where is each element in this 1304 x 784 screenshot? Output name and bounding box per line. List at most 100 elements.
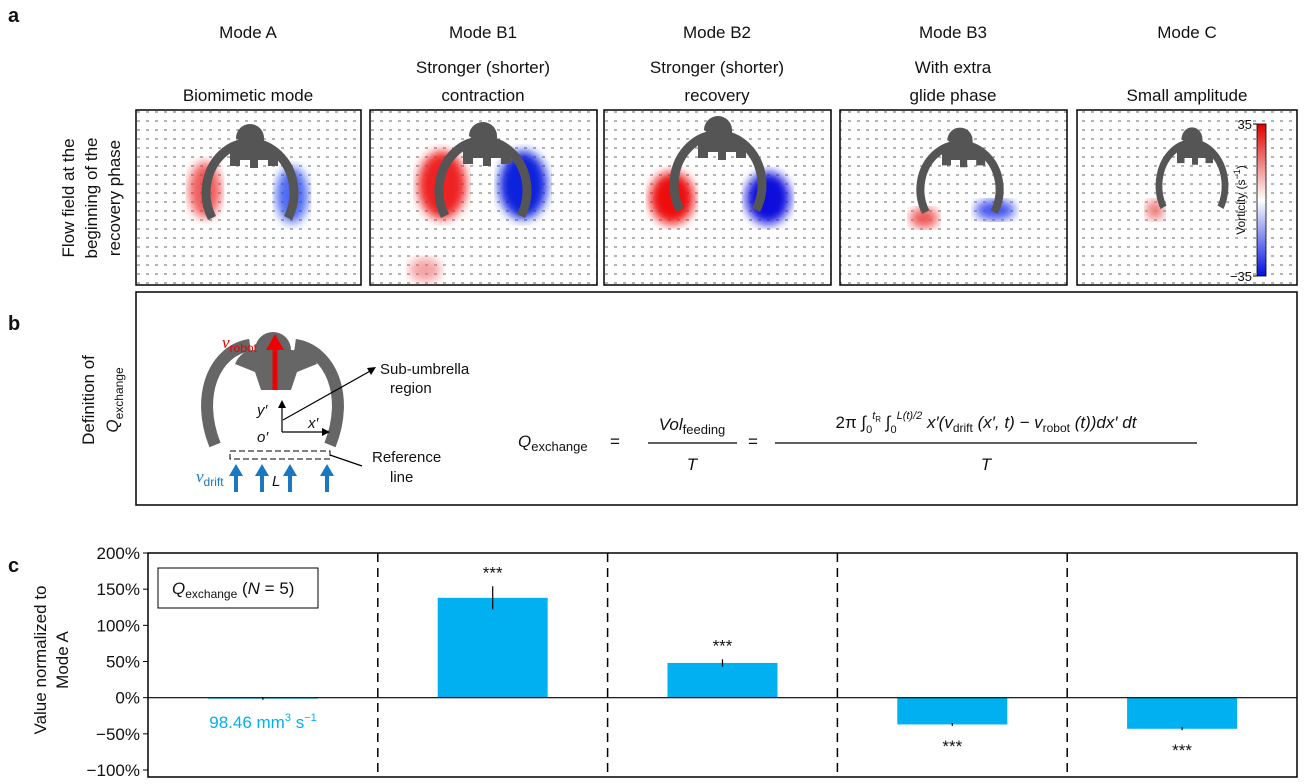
tspan: exchange bbox=[185, 587, 237, 601]
rect bbox=[229, 450, 331, 460]
plot-frame bbox=[147, 552, 1298, 778]
path bbox=[322, 428, 330, 436]
path bbox=[278, 400, 286, 408]
tspan: robot bbox=[230, 341, 258, 355]
panel-label: b bbox=[8, 313, 20, 335]
path bbox=[320, 464, 334, 476]
rect bbox=[135, 109, 362, 286]
side-label: Flow field at the bbox=[59, 138, 78, 257]
y-tick-label: 100% bbox=[97, 616, 140, 635]
tspan: drift bbox=[953, 421, 974, 435]
rect bbox=[1256, 123, 1267, 277]
significance: *** bbox=[483, 563, 503, 582]
mode-desc: Stronger (shorter) bbox=[416, 58, 550, 77]
panel-box bbox=[135, 291, 1298, 506]
mode-desc: recovery bbox=[684, 86, 750, 105]
mode-name: Mode B2 bbox=[683, 23, 751, 42]
tspan: −1 bbox=[1232, 169, 1242, 179]
tspan: drift bbox=[204, 475, 225, 489]
bar bbox=[437, 597, 548, 698]
eq-lhs: Qexchange bbox=[518, 432, 588, 454]
y-axis-label: Mode A bbox=[53, 631, 72, 689]
g: Mode A Biomimetic mode Mode B1 Stronger … bbox=[59, 23, 1247, 259]
tspan: ∫ bbox=[881, 413, 892, 432]
tspan: N bbox=[248, 579, 261, 598]
mode-desc: contraction bbox=[441, 86, 524, 105]
side-label: Definition of bbox=[79, 355, 98, 445]
mode-name: Mode A bbox=[219, 23, 277, 42]
tspan: v bbox=[944, 413, 954, 432]
y-axis-label: Value normalized to bbox=[31, 586, 50, 735]
eq-num: 2π ∫0tR ∫0L(t)/2 x′(vdrift (x′, t) − vro… bbox=[836, 410, 1138, 436]
tspan: R bbox=[875, 415, 881, 424]
significance: *** bbox=[942, 737, 962, 756]
legend-box bbox=[157, 567, 319, 609]
mode-name: Mode C bbox=[1157, 23, 1217, 42]
path bbox=[255, 464, 269, 476]
side-label: beginning of the bbox=[82, 138, 101, 259]
tspan: (x′, t) − bbox=[973, 413, 1034, 432]
ellipse bbox=[409, 258, 441, 282]
diagram-label: line bbox=[390, 469, 413, 486]
mode-desc: glide phase bbox=[910, 86, 997, 105]
y-tick-label: −50% bbox=[96, 725, 140, 744]
colorbar-tick-label: −35 bbox=[1230, 269, 1252, 284]
tspan: −1 bbox=[304, 712, 317, 724]
side-label: recovery phase bbox=[105, 140, 124, 256]
tspan: 0 bbox=[890, 424, 896, 436]
eq-sign: = bbox=[748, 432, 758, 451]
tspan: robot bbox=[1043, 421, 1071, 435]
path bbox=[367, 367, 376, 375]
g bbox=[229, 464, 334, 476]
tspan: Vol bbox=[659, 415, 684, 434]
diagram-label: Reference bbox=[372, 449, 441, 466]
tspan: x′( bbox=[922, 413, 946, 432]
y-tick-label: 150% bbox=[97, 580, 140, 599]
diagram-label: vrobot bbox=[222, 333, 258, 355]
diagram-label: L bbox=[272, 473, 280, 490]
tspan: Vorticity (s bbox=[1234, 179, 1248, 234]
tspan: Q bbox=[103, 419, 122, 432]
mode-desc: With extra bbox=[915, 58, 992, 77]
eq-sign: = bbox=[610, 432, 620, 451]
path bbox=[283, 464, 297, 476]
tspan: L(t)/2 bbox=[897, 410, 923, 422]
tspan: t bbox=[872, 410, 876, 422]
tspan: v bbox=[1034, 413, 1044, 432]
tspan: 3 bbox=[285, 712, 291, 724]
tspan: Q bbox=[518, 432, 531, 451]
tspan: 0 bbox=[866, 424, 872, 436]
bar bbox=[1127, 697, 1238, 729]
diagram-label: x′ bbox=[307, 415, 320, 432]
bar bbox=[897, 697, 1008, 725]
panel-label: c bbox=[8, 555, 19, 577]
ellipse bbox=[746, 172, 790, 224]
tspan: exchange bbox=[531, 439, 587, 454]
tspan: 2π ∫ bbox=[836, 413, 868, 432]
mode-a-annotation: 98.46 mm3 s−1 bbox=[209, 712, 317, 732]
line bbox=[329, 454, 363, 467]
significance: *** bbox=[713, 636, 733, 655]
y-tick-label: −100% bbox=[87, 761, 140, 779]
eq-den: T bbox=[687, 455, 699, 474]
eq-num: Volfeeding bbox=[659, 415, 726, 437]
diagram-label: y′ bbox=[256, 402, 269, 419]
diagram-label: Sub-umbrella bbox=[380, 361, 470, 378]
tspan: v bbox=[196, 467, 204, 486]
y-tick-label: 50% bbox=[106, 653, 140, 672]
diagram-label: region bbox=[390, 380, 432, 397]
mode-desc: Biomimetic mode bbox=[183, 86, 313, 105]
eq-den: T bbox=[981, 455, 993, 474]
panel-label: a bbox=[8, 5, 20, 27]
path bbox=[229, 464, 243, 476]
g bbox=[234, 474, 329, 492]
diagram-label: vdrift bbox=[196, 467, 224, 489]
tspan: s bbox=[291, 713, 304, 732]
legend-text: Qexchange (N = 5) bbox=[172, 579, 294, 601]
tspan: = 5) bbox=[260, 579, 295, 598]
tspan: ) bbox=[1234, 165, 1248, 169]
path bbox=[266, 334, 284, 350]
y-tick-label: 200% bbox=[97, 544, 140, 563]
tspan: exchange bbox=[112, 367, 126, 419]
